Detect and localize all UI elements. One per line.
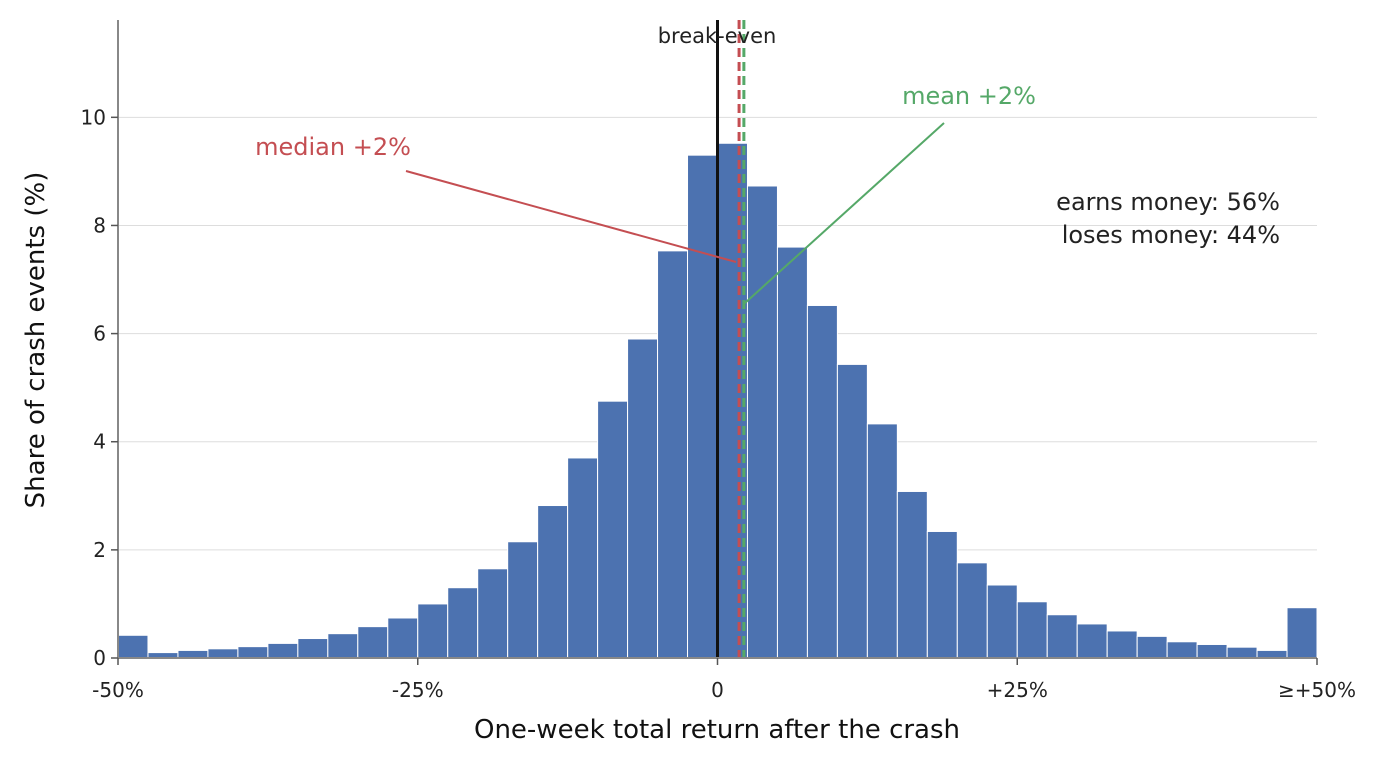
histogram-bar (1046, 614, 1078, 659)
histogram-bar (1286, 607, 1318, 659)
histogram-bar (417, 603, 449, 659)
x-axis-title: One-week total return after the crash (474, 715, 960, 745)
x-tick-label: -25% (392, 678, 444, 702)
histogram-bar (327, 633, 359, 659)
histogram-bar (117, 634, 149, 659)
x-tick-label: ≥+50% (1278, 678, 1356, 702)
median-arrow (405, 170, 737, 263)
histogram-bar (507, 541, 539, 659)
y-tick-label: 4 (93, 430, 106, 454)
histogram-bar (1016, 601, 1048, 659)
loses-money-text: loses money: 44% (1062, 221, 1280, 249)
y-tick-label: 2 (93, 538, 106, 562)
histogram-bar (866, 423, 898, 659)
histogram-bar (447, 587, 479, 659)
histogram-bar (746, 185, 778, 659)
histogram-bar (297, 638, 329, 659)
histogram-bar (836, 363, 868, 659)
mean-label: mean +2% (902, 82, 1036, 110)
histogram-bar (567, 457, 599, 659)
histogram-bar (1166, 641, 1198, 659)
histogram-bar (237, 646, 269, 659)
histogram-bar (1106, 630, 1138, 659)
histogram-bar (1136, 635, 1168, 659)
histogram-bar (986, 584, 1018, 659)
histogram-bar (207, 648, 239, 659)
histogram-bar (806, 304, 838, 659)
histogram-bar (357, 626, 389, 659)
histogram-bar (537, 505, 569, 659)
x-tick-label: 0 (711, 678, 724, 702)
histogram-bar (1196, 643, 1228, 659)
median-label: median +2% (255, 133, 411, 161)
y-tick-label: 0 (93, 646, 106, 670)
histogram-bar (387, 617, 419, 659)
y-axis-title: Share of crash events (%) (21, 172, 51, 509)
histogram-bar (597, 400, 629, 659)
histogram-bar (926, 530, 958, 659)
y-tick-label: 10 (81, 105, 106, 129)
histogram-bar (1256, 649, 1288, 659)
histogram-bar (687, 154, 719, 659)
x-tick-label: +25% (987, 678, 1048, 702)
y-tick-label: 8 (93, 213, 106, 237)
histogram-bar (1076, 623, 1108, 659)
histogram-bar (657, 250, 689, 659)
earns-money-text: earns money: 56% (1056, 188, 1280, 216)
histogram-bar (1226, 646, 1258, 659)
histogram-bar (267, 642, 299, 659)
histogram-bar (776, 246, 808, 659)
mean-arrow (744, 122, 945, 304)
y-tick-label: 6 (93, 322, 106, 346)
histogram-bar (896, 490, 928, 659)
histogram-bar (477, 568, 509, 659)
x-tick-label: -50% (92, 678, 144, 702)
histogram-bar (177, 649, 209, 659)
histogram-bar (956, 562, 988, 659)
break-even-label: break-even (658, 24, 777, 48)
histogram-bar (627, 338, 659, 659)
